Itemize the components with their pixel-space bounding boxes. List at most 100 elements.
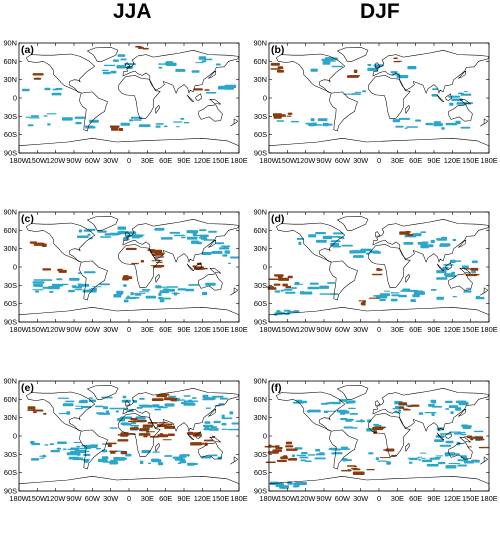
- cyan-shading-patche-blob: [145, 295, 156, 299]
- cyan-shading-patche-blob: [457, 431, 466, 434]
- cyan-shading-patche-blob: [195, 62, 204, 64]
- lon-tick-label: 150W: [28, 156, 47, 165]
- cyan-shading-patche-blob: [173, 292, 178, 296]
- brown-shading-patche-blob: [120, 433, 128, 437]
- brown-shading-patche-blob: [193, 88, 203, 91]
- brown-shading-patche-blob: [167, 423, 172, 426]
- lon-tick-label: 0: [127, 156, 131, 165]
- lon-tick-label: 90E: [427, 494, 440, 503]
- coastline-britain: [125, 62, 131, 68]
- brown-shading-patche-blob: [211, 435, 216, 438]
- brown-shading-patche-blob: [43, 412, 47, 415]
- lon-tick-label: 60W: [85, 494, 100, 503]
- cyan-shading-patche-blob: [212, 395, 224, 398]
- cyan-shading-patche-blob: [183, 395, 191, 397]
- coastline-greenland: [87, 385, 119, 400]
- cyan-shading-patche-blob: [424, 412, 437, 414]
- lon-tick-label: 150W: [28, 494, 47, 503]
- cyan-shading-patche-blob: [68, 289, 75, 293]
- cyan-shading-patche-blob: [221, 245, 231, 248]
- brown-shading-patche-blob: [393, 57, 398, 59]
- brown-shading-patche-blob: [362, 300, 367, 303]
- cyan-shading-patche-blob: [139, 397, 145, 400]
- lat-tick-label: 30S: [4, 281, 17, 290]
- brown-shading-patche-blob: [403, 409, 411, 411]
- cyan-shading-patches: [273, 231, 485, 316]
- brown-shading-patche-blob: [118, 128, 124, 131]
- lon-tick-label: 150E: [212, 325, 229, 334]
- cyan-shading-patche-blob: [79, 447, 91, 450]
- cyan-shading-patche-blob: [294, 281, 300, 286]
- brown-shading-patche-blob: [270, 62, 280, 66]
- cyan-shading-patche-blob: [349, 413, 358, 415]
- cyan-shading-patche-blob: [61, 283, 69, 285]
- coastline-madagascar: [405, 274, 410, 283]
- cyan-shading-patche-blob: [30, 115, 39, 118]
- cyan-shading-patche-blob: [360, 248, 372, 252]
- lat-tick-label: 30S: [254, 281, 267, 290]
- coastline-greenland: [337, 47, 369, 62]
- cyan-shading-patche-blob: [101, 69, 109, 71]
- lat-tick-label: 90N: [253, 377, 267, 386]
- cyan-shading-patche-blob: [75, 121, 82, 125]
- cyan-shading-patche-blob: [190, 462, 198, 465]
- cyan-shading-patche-blob: [77, 283, 90, 287]
- coastline-greenland: [87, 47, 119, 62]
- lon-tick-label: 60E: [159, 494, 172, 503]
- cyan-shading-patche-blob: [308, 409, 321, 413]
- cyan-shading-patche-blob: [74, 449, 87, 453]
- cyan-shading-patche-blob: [430, 399, 437, 403]
- cyan-shading-patche-blob: [475, 295, 480, 297]
- brown-shading-patche-blob: [277, 459, 287, 462]
- cyan-shading-patche-blob: [419, 452, 427, 454]
- lat-tick-label: 0: [13, 263, 17, 272]
- cyan-shading-patche-blob: [185, 288, 195, 292]
- brown-shading-patche-blob: [361, 302, 366, 306]
- cyan-shading-patche-blob: [462, 425, 472, 428]
- lon-tick-label: 150E: [212, 494, 229, 503]
- cyan-shading-patche-blob: [81, 405, 92, 409]
- coastline-madagascar: [155, 274, 160, 283]
- cyan-shading-patche-blob: [432, 88, 438, 91]
- lon-tick-label: 120W: [296, 156, 315, 165]
- brown-shading-patche-blob: [346, 465, 356, 467]
- cyan-shading-patche-blob: [418, 459, 422, 461]
- cyan-shading-patche-blob: [33, 283, 43, 287]
- coastline-britain: [125, 231, 131, 237]
- brown-shading-patche-blob: [352, 471, 365, 475]
- lon-tick-label: 120E: [444, 325, 461, 334]
- cyan-shading-patche-blob: [351, 93, 361, 95]
- cyan-shading-patche-blob: [301, 452, 308, 455]
- cyan-shading-patche-blob: [203, 58, 213, 61]
- lat-tick-label: 30S: [254, 112, 267, 121]
- cyan-shading-patche-blob: [133, 292, 146, 294]
- cyan-shading-patche-blob: [73, 441, 82, 443]
- cyan-shading-patche-blob: [174, 458, 186, 461]
- panel-label: (d): [271, 213, 284, 225]
- cyan-shading-patche-blob: [104, 233, 111, 236]
- cyan-shading-patche-blob: [319, 285, 329, 289]
- coastline-new-zealand: [230, 287, 239, 296]
- cyan-shading-patche-blob: [78, 229, 83, 233]
- cyan-shading-patche-blob: [420, 231, 427, 233]
- cyan-shading-patche-blob: [461, 265, 469, 269]
- coastline-australia: [448, 273, 473, 291]
- cyan-shading-patche-blob: [422, 459, 433, 463]
- brown-shading-patche-blob: [287, 275, 293, 279]
- lat-tick-label: 60S: [4, 299, 17, 308]
- lon-tick-label: 90E: [427, 325, 440, 334]
- cyan-shading-patche-blob: [452, 296, 457, 298]
- brown-shading-patche-blob: [41, 243, 47, 246]
- brown-shading-patches: [267, 231, 480, 306]
- cyan-shading-patche-blob: [396, 75, 409, 79]
- lon-tick-label: 30W: [353, 494, 368, 503]
- lat-tick-label: 90S: [254, 318, 267, 327]
- cyan-shading-patche-blob: [51, 283, 64, 287]
- cyan-shading-patche-blob: [291, 287, 297, 289]
- lon-tick-label: 180W: [9, 494, 28, 503]
- lon-tick-label: 30W: [103, 156, 118, 165]
- coastline-new-guinea: [209, 436, 221, 443]
- cyan-shading-patche-blob: [109, 407, 118, 410]
- brown-shading-patche-blob: [154, 252, 164, 256]
- cyan-shading-patche-blob: [123, 284, 127, 287]
